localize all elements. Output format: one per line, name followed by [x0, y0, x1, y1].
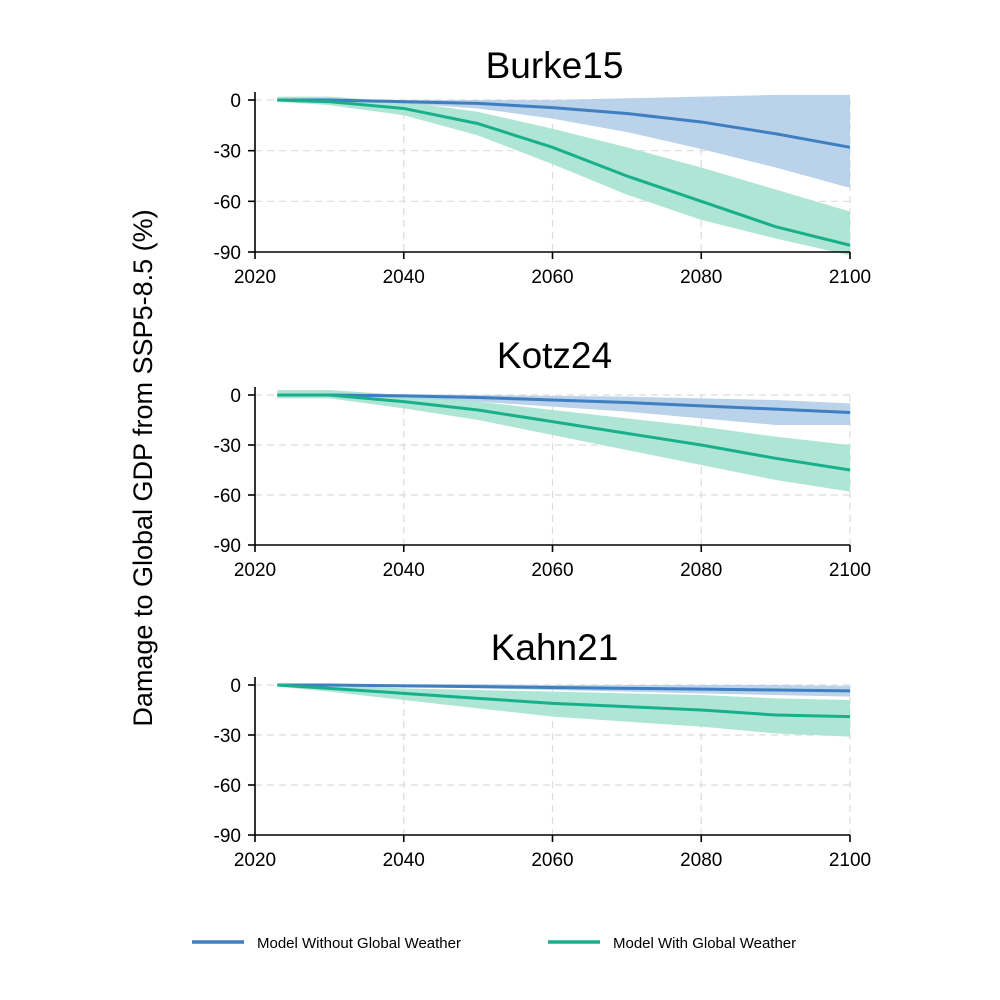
- x-tick-label: 2060: [531, 850, 573, 871]
- panel-title: Kotz24: [497, 335, 612, 376]
- panel-burke15: Burke15 0 -30 -60 -90 2020 2040 2060 2080 2100: [214, 45, 872, 288]
- x-tick-label: 2080: [680, 267, 722, 288]
- y-tick-label: -60: [214, 776, 241, 797]
- y-tick-label: -90: [214, 826, 241, 847]
- legend-item-model-with-global-weather: Model With Global Weather: [548, 935, 796, 952]
- x-tick-label: 2020: [234, 267, 276, 288]
- legend-item-model-without-global-weather: Model Without Global Weather: [192, 935, 461, 952]
- series-line-model-with-global-weather: [277, 98, 851, 247]
- panel-title: Burke15: [486, 45, 624, 86]
- y-tick-label: -90: [214, 536, 241, 557]
- x-tick-label: 2020: [234, 850, 276, 871]
- x-tick-label: 2040: [383, 560, 425, 581]
- y-tick-label: -30: [214, 436, 241, 457]
- panel-kahn21: Kahn21 0 -30 -60 -90 2020 2040 2060 2080 2100: [214, 627, 872, 871]
- panel-title: Kahn21: [491, 627, 619, 668]
- x-tick-label: 2060: [531, 560, 573, 581]
- legend-label: Model With Global Weather: [613, 935, 796, 952]
- x-tick-label: 2020: [234, 560, 276, 581]
- x-tick-label: 2040: [383, 850, 425, 871]
- confidence-band-model-without-global-weather: [277, 94, 850, 188]
- legend-label: Model Without Global Weather: [257, 935, 461, 952]
- y-tick-label: -30: [214, 726, 241, 747]
- x-tick-label: 2100: [829, 267, 871, 288]
- y-tick-label: 0: [230, 386, 241, 407]
- x-tick-label: 2100: [829, 850, 871, 871]
- series-line-model-without-global-weather: [277, 683, 851, 693]
- x-tick-label: 2040: [383, 267, 425, 288]
- series-line-model-with-global-weather: [277, 393, 851, 472]
- confidence-band-model-without-global-weather: [277, 684, 850, 697]
- y-tick-label: -90: [214, 243, 241, 264]
- y-tick-label: -60: [214, 486, 241, 507]
- confidence-band-model-with-global-weather: [277, 390, 850, 492]
- y-tick-label: 0: [230, 91, 241, 112]
- panel-kotz24: Kotz24 0 -30 -60 -90 2020 2040 2060 2080 2100: [214, 335, 872, 581]
- legend: Model Without Global Weather Model With G…: [192, 935, 796, 952]
- x-tick-label: 2100: [829, 560, 871, 581]
- y-axis-label: Damage to Global GDP from SSP5-8.5 (%): [128, 209, 158, 726]
- confidence-band-model-with-global-weather: [277, 683, 850, 737]
- confidence-band-model-without-global-weather: [277, 394, 850, 425]
- series-line-model-with-global-weather: [277, 683, 851, 719]
- x-tick-label: 2080: [680, 850, 722, 871]
- y-tick-label: 0: [230, 676, 241, 697]
- y-tick-label: -30: [214, 142, 241, 163]
- x-tick-label: 2060: [531, 267, 573, 288]
- series-line-model-without-global-weather: [277, 98, 851, 149]
- y-tick-label: -60: [214, 192, 241, 213]
- x-tick-label: 2080: [680, 560, 722, 581]
- series-line-model-without-global-weather: [277, 393, 851, 414]
- confidence-band-model-with-global-weather: [277, 96, 850, 256]
